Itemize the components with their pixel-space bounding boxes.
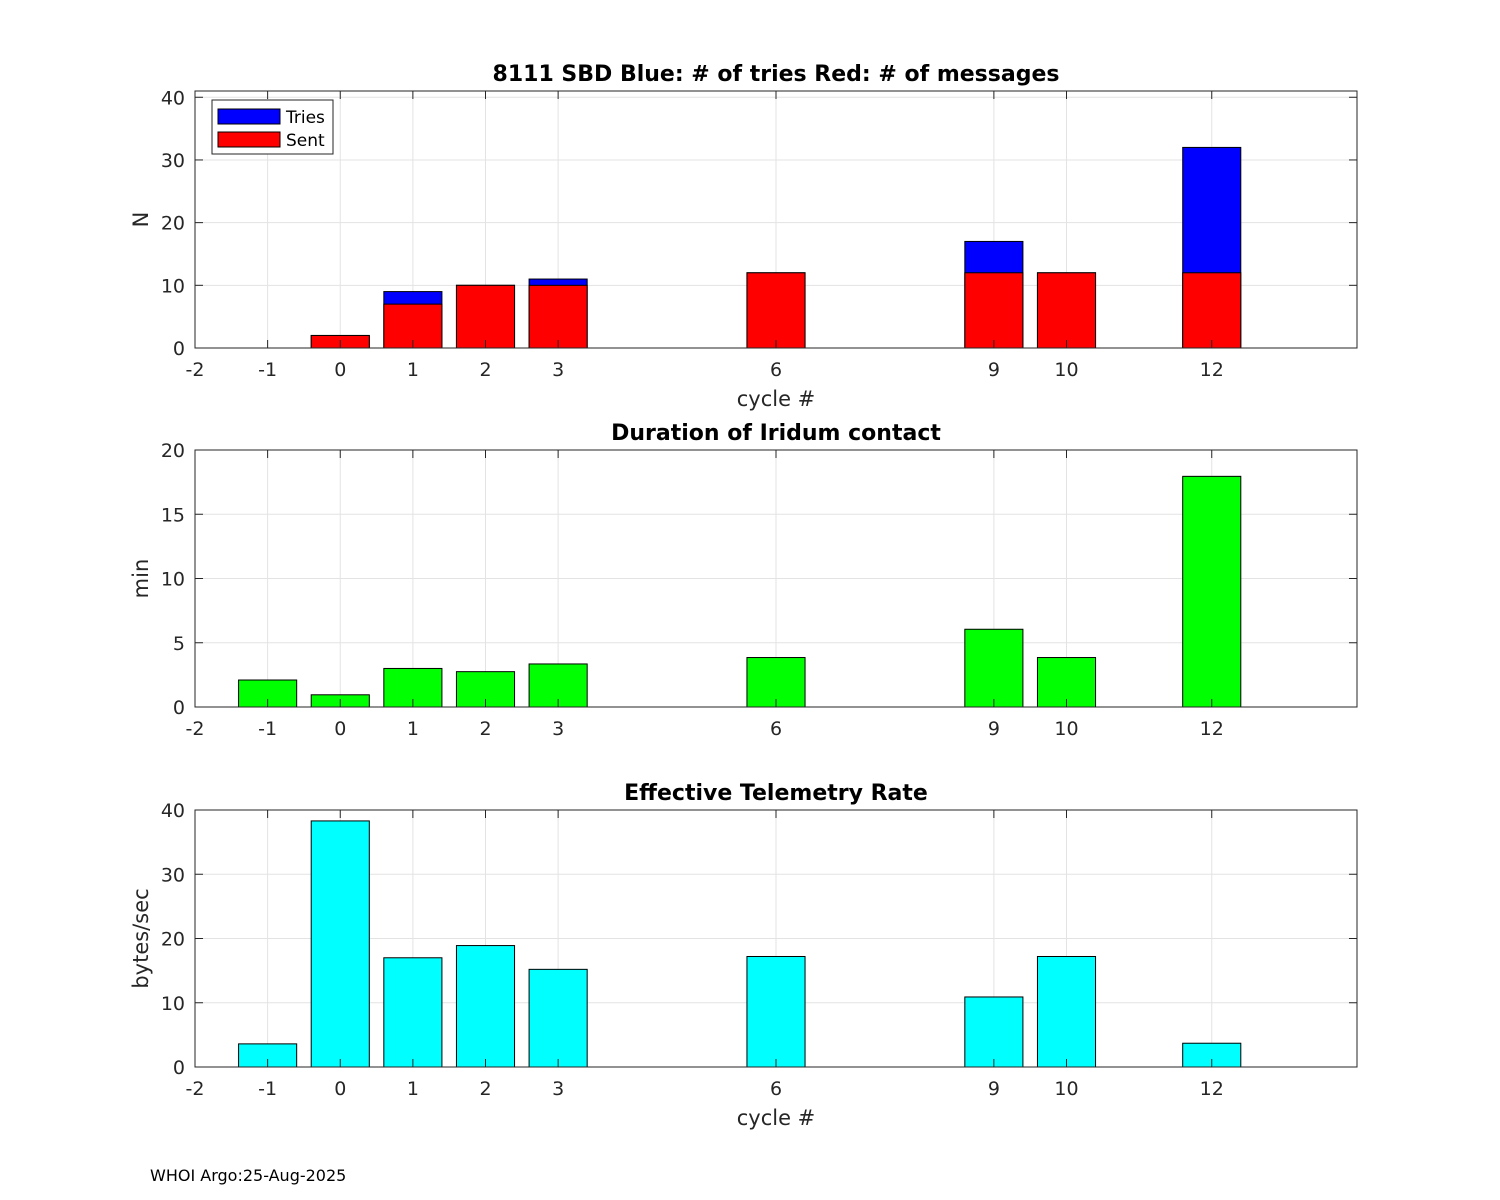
x-tick-label: 0 <box>334 1078 346 1100</box>
x-tick-label: -2 <box>186 359 205 381</box>
y-tick-label: 10 <box>161 275 185 297</box>
bar-series0-10 <box>1036 657 1097 708</box>
bar-series0-1 <box>383 957 443 1068</box>
x-tick-label: 3 <box>552 359 564 381</box>
bar-sent-3 <box>528 284 588 349</box>
x-tick-label: 12 <box>1200 359 1224 381</box>
y-tick-label: 40 <box>161 87 185 109</box>
x-tick-label: 2 <box>479 1078 491 1100</box>
legend-swatch-sent <box>217 131 281 148</box>
x-axis-label: cycle # <box>737 1106 816 1130</box>
y-axis-label: min <box>129 559 153 599</box>
chart-title: 8111 SBD Blue: # of tries Red: # of mess… <box>493 62 1060 87</box>
bar-series0-2 <box>455 945 516 1068</box>
bar-sent-9 <box>964 272 1024 349</box>
y-tick-label: 15 <box>161 504 185 526</box>
x-tick-label: -2 <box>186 718 205 740</box>
x-tick-label: 10 <box>1054 359 1078 381</box>
y-axis-label: bytes/sec <box>129 888 153 988</box>
y-tick-label: 20 <box>161 929 185 951</box>
x-tick-label: 9 <box>988 359 1000 381</box>
x-tick-label: -2 <box>186 1078 205 1100</box>
x-tick-label: 9 <box>988 718 1000 740</box>
x-axis-label: cycle # <box>737 387 816 411</box>
bar-series0-6 <box>746 955 806 1068</box>
x-tick-label: 2 <box>479 359 491 381</box>
bar-sent-10 <box>1036 272 1097 349</box>
bar-series0-9 <box>964 996 1024 1068</box>
x-tick-label: 6 <box>770 359 782 381</box>
chart-title: Duration of Iridum contact <box>611 421 941 446</box>
x-tick-label: 6 <box>770 1078 782 1100</box>
chart-title: Effective Telemetry Rate <box>624 781 928 806</box>
bar-series0-10 <box>1036 955 1097 1068</box>
y-tick-label: 10 <box>161 569 185 591</box>
x-tick-label: -1 <box>258 359 277 381</box>
y-tick-label: 20 <box>161 440 185 462</box>
x-tick-label: 12 <box>1200 1078 1224 1100</box>
x-tick-label: 12 <box>1200 718 1224 740</box>
bar-sent-12 <box>1182 272 1242 349</box>
bar-series0-3 <box>528 968 588 1068</box>
x-tick-label: 1 <box>407 359 419 381</box>
y-tick-label: 40 <box>161 800 185 822</box>
footer-stamp: WHOI Argo:25-Aug-2025 <box>150 1166 347 1185</box>
legend-label-sent: Sent <box>286 131 325 151</box>
x-tick-label: 3 <box>552 1078 564 1100</box>
y-tick-label: 20 <box>161 213 185 235</box>
y-tick-label: 0 <box>173 1057 185 1079</box>
x-tick-label: 9 <box>988 1078 1000 1100</box>
bar-series0-9 <box>964 628 1024 708</box>
x-tick-label: -1 <box>258 718 277 740</box>
y-tick-label: 5 <box>173 633 185 655</box>
y-tick-label: 30 <box>161 150 185 172</box>
bar-sent-6 <box>746 272 806 349</box>
y-tick-label: 0 <box>173 697 185 719</box>
bar-series0-0 <box>310 820 370 1068</box>
y-axis-label: N <box>129 212 153 228</box>
legend-swatch-tries <box>217 108 281 125</box>
bar-sent-2 <box>455 284 516 349</box>
x-tick-label: 1 <box>407 1078 419 1100</box>
y-tick-label: 10 <box>161 993 185 1015</box>
x-tick-label: 0 <box>334 718 346 740</box>
x-tick-label: 10 <box>1054 718 1078 740</box>
y-tick-label: 0 <box>173 338 185 360</box>
bar-series0-12 <box>1182 475 1242 708</box>
x-tick-label: -1 <box>258 1078 277 1100</box>
legend: Tries Sent <box>211 99 334 155</box>
bar-series0-6 <box>746 657 806 708</box>
y-tick-label: 30 <box>161 864 185 886</box>
x-tick-label: 0 <box>334 359 346 381</box>
x-tick-label: 2 <box>479 718 491 740</box>
x-tick-label: 6 <box>770 718 782 740</box>
x-tick-label: 10 <box>1054 1078 1078 1100</box>
x-tick-label: 3 <box>552 718 564 740</box>
legend-label-tries: Tries <box>285 108 325 128</box>
x-tick-label: 1 <box>407 718 419 740</box>
